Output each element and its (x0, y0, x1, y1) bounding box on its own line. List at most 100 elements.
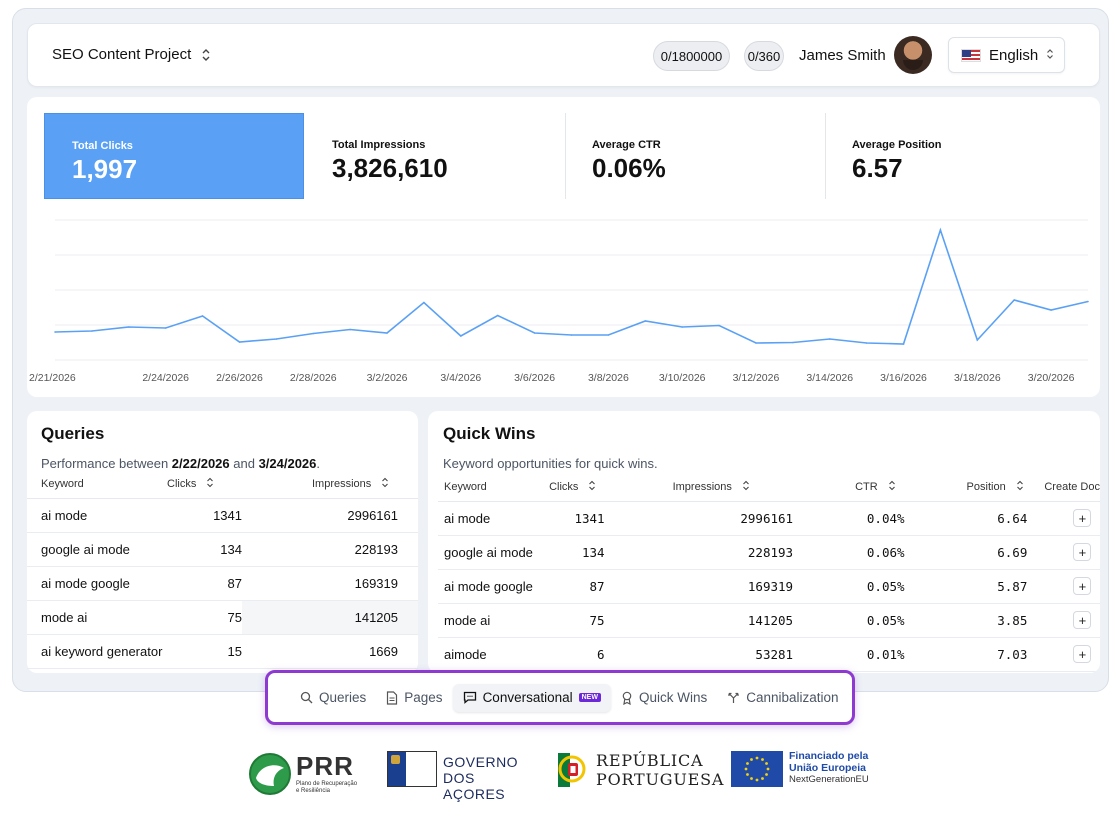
logo-text-line: GOVERNO (443, 754, 519, 770)
data-point[interactable] (1050, 309, 1052, 311)
project-selector[interactable]: SEO Content Project (52, 46, 211, 63)
create-doc-button[interactable]: + (1073, 577, 1092, 595)
data-point[interactable] (423, 301, 425, 304)
table-row[interactable]: mode ai 75 141205 0.05% 3.85 + (438, 603, 1100, 638)
create-doc-button[interactable]: + (1073, 611, 1092, 629)
date-from: 2/22/2026 (171, 456, 230, 471)
table-row[interactable]: google ai mode 134 228193 0.06% 6.69 + (438, 535, 1100, 570)
tab-conversational[interactable]: Conversational NEW (452, 683, 611, 712)
clicks-cell: 87 (549, 569, 643, 604)
tab-label: Conversational (482, 690, 573, 705)
clicks-cell: 134 (167, 532, 242, 567)
data-point[interactable] (792, 341, 794, 344)
data-point[interactable] (54, 331, 56, 333)
data-point[interactable] (127, 326, 130, 328)
tab-queries[interactable]: Queries (290, 684, 376, 712)
language-selector[interactable]: English (948, 37, 1065, 73)
position-cell: 7.03 (904, 637, 1028, 672)
data-point[interactable] (496, 314, 499, 317)
data-point[interactable] (718, 324, 720, 327)
data-point[interactable] (533, 332, 536, 334)
eu-star-icon (765, 762, 768, 765)
stat-value: 6.57 (852, 153, 903, 183)
logo-text-line: União Europeia (789, 762, 867, 774)
avatar[interactable] (894, 36, 932, 74)
data-point[interactable] (828, 338, 831, 340)
table-row[interactable]: ai mode 1341 2996161 0.04% 6.64 + (438, 501, 1100, 536)
tab-label: Cannibalization (746, 690, 839, 705)
performance-panel: Total Clicks 1,997 Total Impressions 3,8… (27, 97, 1100, 397)
stat-average-ctr[interactable]: Average CTR 0.06% (565, 113, 825, 199)
column-clicks-sort[interactable]: Clicks (167, 470, 242, 499)
keyword-cell: ai keyword generator (27, 634, 167, 669)
table-row[interactable]: google ai mode 134 228193 (27, 532, 418, 567)
data-point[interactable] (976, 339, 979, 341)
data-point[interactable] (386, 332, 388, 334)
create-doc-button[interactable]: + (1073, 509, 1092, 527)
queries-card: Queries Performance between 2/22/2026 an… (27, 411, 418, 673)
table-row[interactable]: ai keyword generator 15 1669 (27, 634, 418, 669)
data-point[interactable] (902, 343, 905, 345)
clicks-cell: 87 (167, 566, 242, 601)
eu-star-icon (755, 756, 759, 760)
sort-icon (206, 477, 214, 491)
prr-title: PRR (296, 751, 354, 781)
keyword-cell: mode ai (438, 603, 550, 638)
create-doc-cell: + (1027, 603, 1100, 638)
column-clicks-sort[interactable]: Clicks (549, 473, 643, 502)
tab-quick-wins[interactable]: Quick Wins (611, 684, 717, 712)
data-point[interactable] (312, 332, 315, 335)
data-point[interactable] (607, 334, 610, 336)
x-tick-label: 3/18/2026 (954, 372, 1001, 384)
x-tick-label: 2/28/2026 (290, 372, 337, 384)
clicks-line-chart: 2/21/2026 2/24/2026 2/26/2026 2/28/2026 3/2/… (29, 219, 1089, 384)
column-label: Clicks (167, 477, 197, 490)
table-row[interactable]: aimode 6 53281 0.01% 7.03 + (438, 637, 1100, 672)
data-point[interactable] (570, 334, 573, 336)
data-point[interactable] (238, 341, 241, 343)
clicks-cell: 75 (167, 600, 242, 635)
impressions-cell: 1669 (242, 634, 418, 669)
date-to: 3/24/2026 (258, 456, 317, 471)
x-tick-label: 3/8/2026 (588, 372, 629, 384)
impressions-cell: 2996161 (242, 498, 418, 533)
data-point[interactable] (164, 327, 167, 329)
data-point[interactable] (681, 326, 683, 328)
logo-text-line: PORTUGUESA (596, 770, 725, 789)
data-point[interactable] (275, 338, 278, 340)
stat-total-impressions[interactable]: Total Impressions 3,826,610 (305, 113, 565, 199)
stat-total-clicks[interactable]: Total Clicks 1,997 (44, 113, 304, 199)
sort-icon (588, 480, 596, 494)
tab-pages[interactable]: Pages (376, 684, 452, 712)
tab-cannibalization[interactable]: Cannibalization (717, 684, 848, 712)
column-impressions-sort[interactable]: Impressions (642, 473, 794, 502)
data-point[interactable] (1087, 300, 1089, 303)
eu-funding-text: Financiado pela União Europeia NextGener… (789, 750, 869, 786)
column-impressions-sort[interactable]: Impressions (242, 470, 418, 499)
data-point[interactable] (91, 330, 93, 332)
clicks-cell: 6 (549, 637, 643, 672)
data-point[interactable] (201, 315, 204, 317)
data-point[interactable] (460, 335, 462, 337)
quota-badge-docs: 0/360 (744, 41, 784, 71)
table-row[interactable]: mode ai 75 141205 (27, 600, 418, 635)
impressions-cell: 53281 (642, 637, 794, 672)
table-row[interactable]: ai mode 1341 2996161 (27, 498, 418, 533)
impressions-cell: 141205 (242, 600, 418, 635)
column-position-sort[interactable]: Position (904, 473, 1028, 502)
table-row[interactable]: ai mode google 87 169319 0.05% 5.87 + (438, 569, 1100, 604)
stat-average-position[interactable]: Average Position 6.57 (825, 113, 1085, 199)
create-doc-button[interactable]: + (1073, 645, 1092, 663)
data-point[interactable] (644, 320, 647, 322)
data-point[interactable] (349, 328, 351, 331)
position-cell: 5.87 (904, 569, 1028, 604)
data-point[interactable] (865, 342, 868, 344)
column-ctr-sort[interactable]: CTR (793, 473, 905, 502)
table-row[interactable]: ai mode google 87 169319 (27, 566, 418, 601)
column-keyword: Keyword (27, 470, 167, 499)
data-point[interactable] (1013, 299, 1016, 301)
data-point[interactable] (939, 229, 942, 231)
create-doc-button[interactable]: + (1073, 543, 1092, 561)
data-point[interactable] (755, 342, 757, 344)
eu-star-icon (750, 777, 753, 780)
